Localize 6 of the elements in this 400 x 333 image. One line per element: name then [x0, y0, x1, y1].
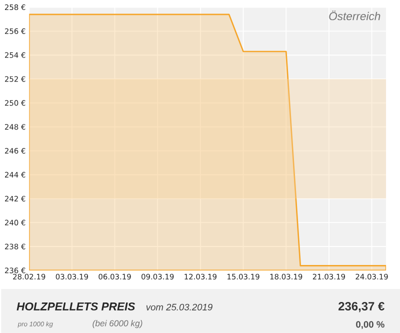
text: 0,00 %	[356, 320, 384, 329]
annotation: Österreich	[329, 10, 380, 20]
text: HOLZPELLETS PREIS	[16, 302, 136, 310]
text: 236,37 €	[338, 302, 384, 312]
text: vom 25.03.2019	[146, 304, 212, 310]
text: (bei 6000 kg)	[92, 320, 142, 328]
